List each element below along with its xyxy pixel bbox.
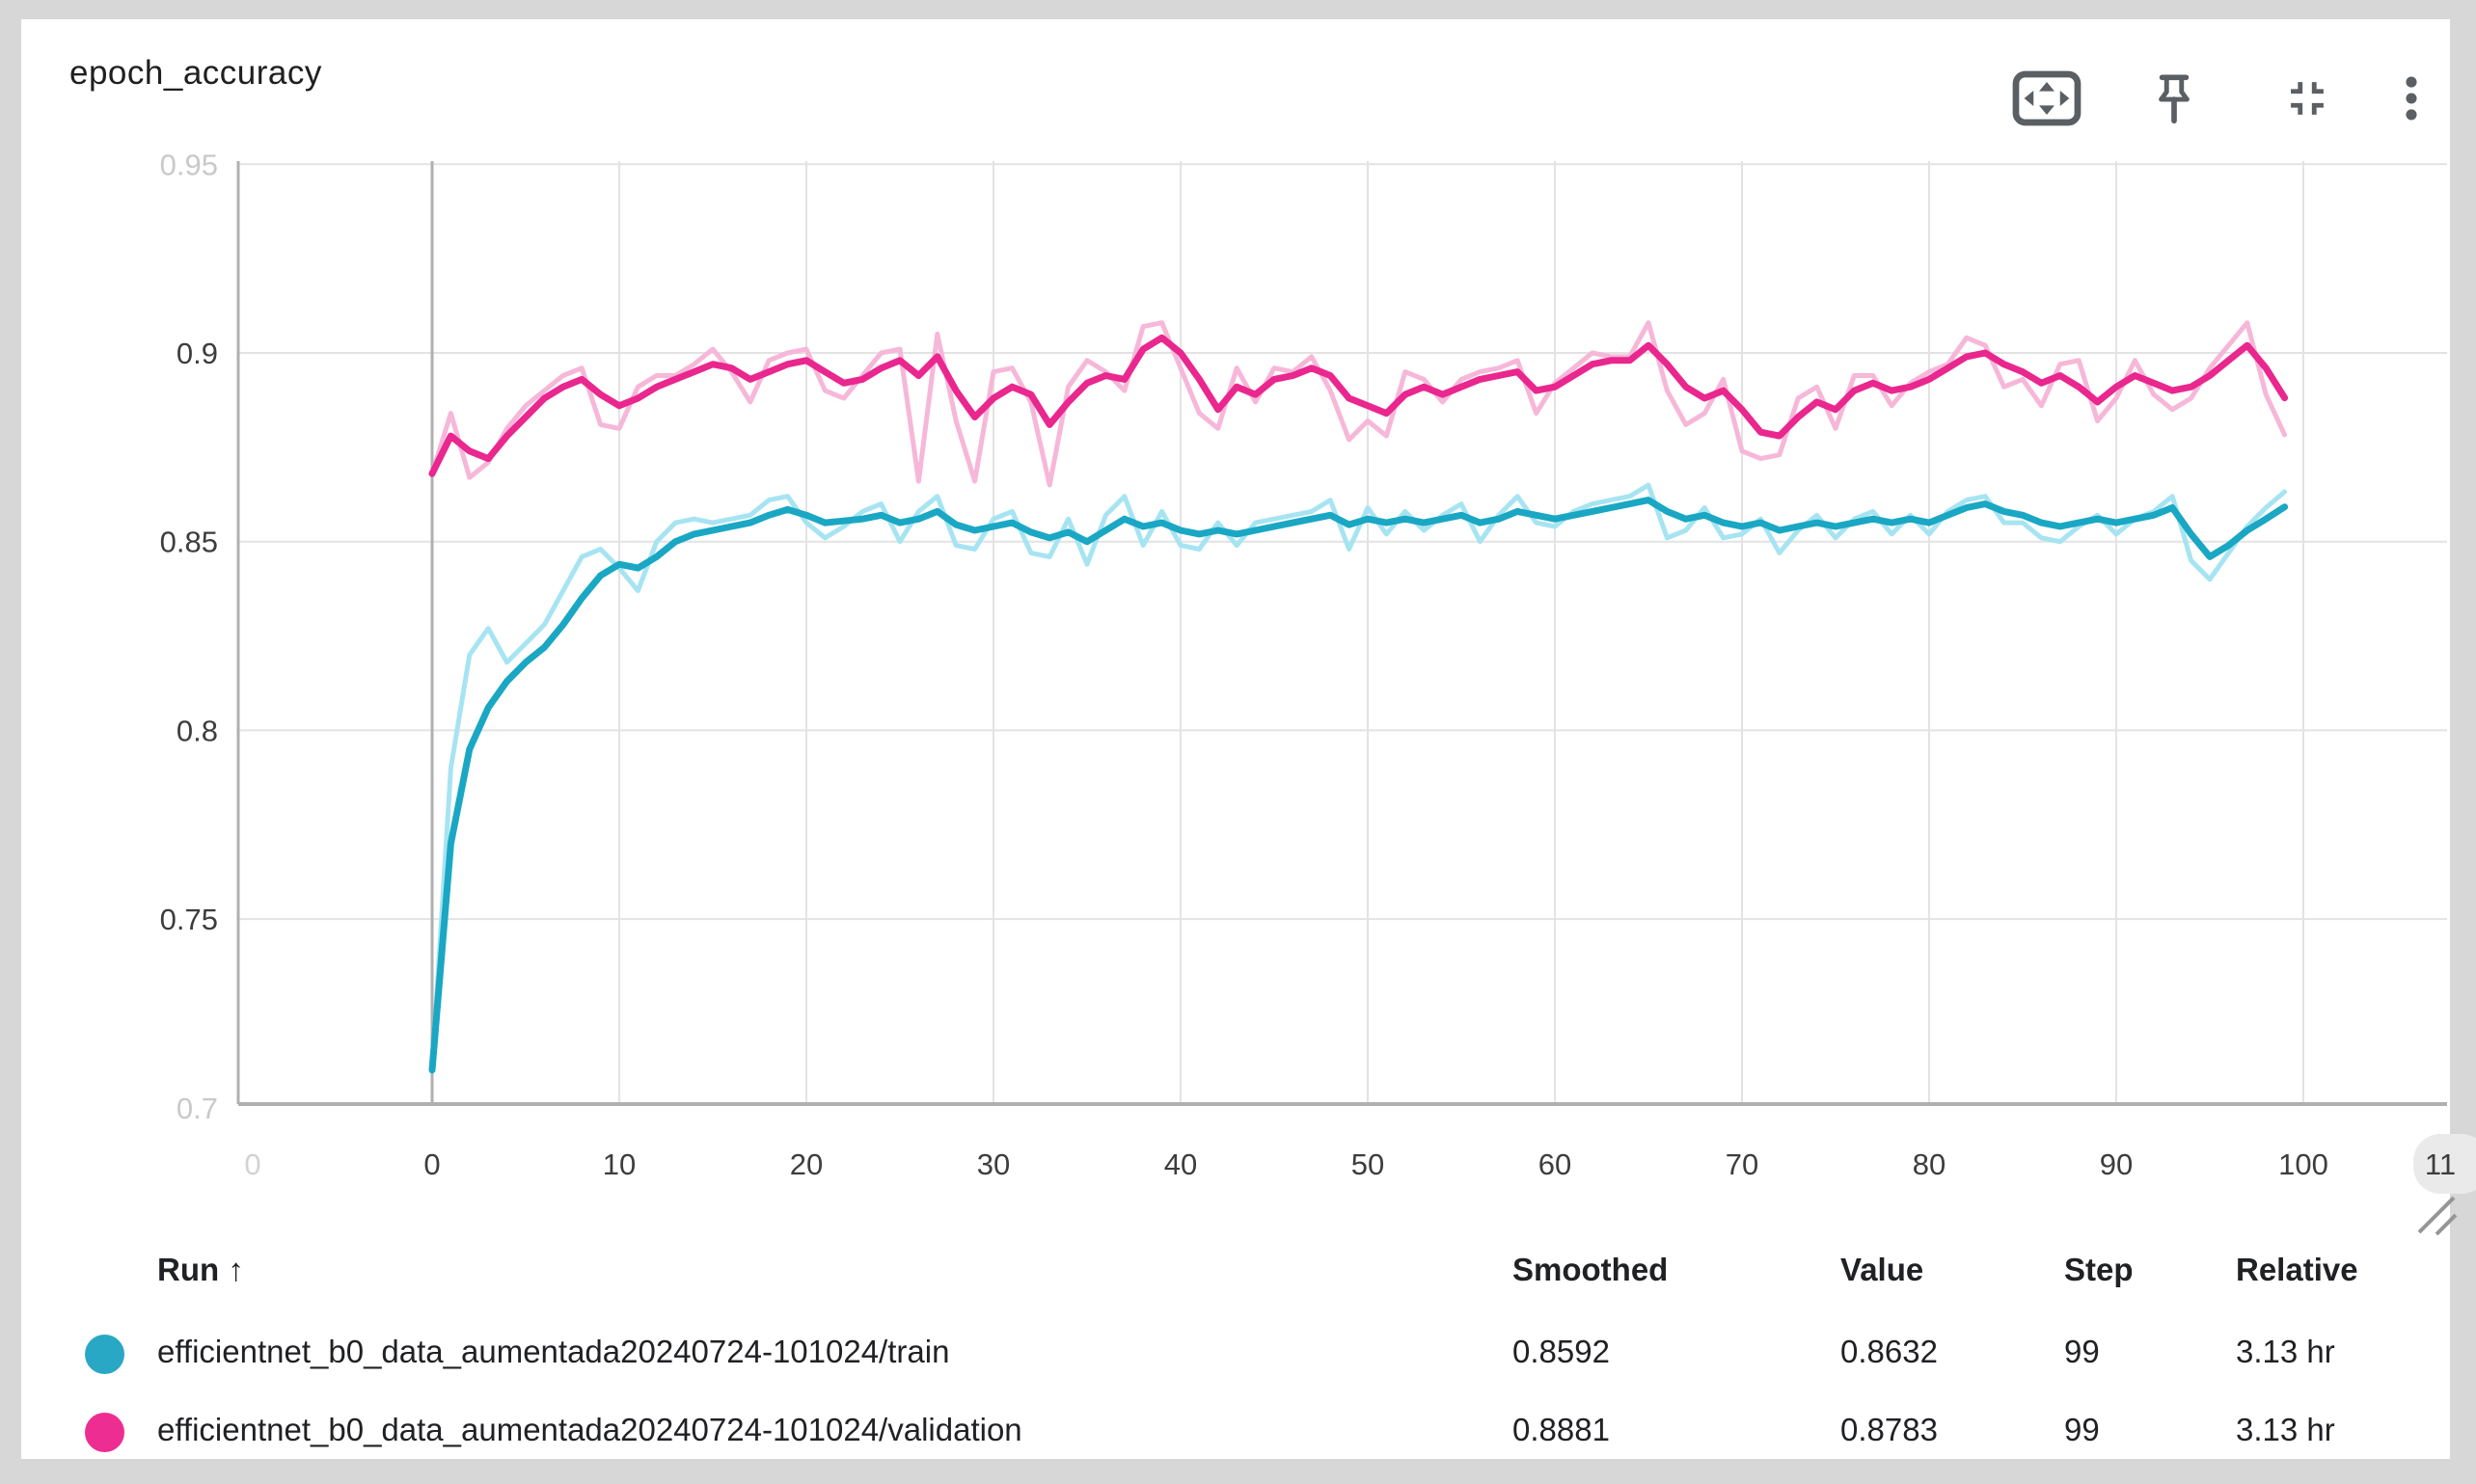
chart-canvas[interactable]: 0.95 0.9 0.85 0.8 0.75 0.7 0 10 20 30 40 50 60 70 80 90… xyxy=(0,145,2476,1249)
x-edge-label-left: 0 xyxy=(244,1147,260,1181)
run-step: 99 xyxy=(2064,1412,2100,1447)
run-smoothed-value: 0.8881 xyxy=(1512,1412,1610,1447)
column-header-step[interactable]: Step xyxy=(2064,1252,2134,1287)
x-tick-label: 10 xyxy=(603,1147,636,1181)
legend-header-row: Run ↑ Smoothed Value Step Relative xyxy=(0,1252,2476,1294)
run-smoothed-value: 0.8592 xyxy=(1512,1334,1610,1369)
x-tick-label: 40 xyxy=(1164,1147,1197,1181)
x-tick-label: 90 xyxy=(2100,1147,2133,1181)
collapse-button[interactable] xyxy=(2269,62,2346,135)
x-tick-label: 20 xyxy=(790,1147,823,1181)
fit-to-screen-button[interactable] xyxy=(2008,62,2085,135)
y-tick-label: 0.85 xyxy=(160,526,218,559)
x-edge-label-pill xyxy=(2413,1134,2476,1194)
resize-grip xyxy=(2435,1213,2458,1236)
fit-to-screen-icon xyxy=(2009,67,2084,129)
y-tick-label: 0.9 xyxy=(177,337,218,370)
run-color-dot xyxy=(85,1335,124,1374)
pin-icon xyxy=(2144,68,2204,128)
run-color-dot xyxy=(85,1413,124,1452)
column-header-run[interactable]: Run ↑ xyxy=(157,1252,244,1287)
x-tick-label: 100 xyxy=(2278,1147,2328,1181)
chart-title: epoch_accuracy xyxy=(69,54,322,92)
x-edge-label-right: 11 xyxy=(2425,1147,2456,1181)
x-tick-label: 50 xyxy=(1351,1147,1384,1181)
run-value: 0.8783 xyxy=(1840,1412,1938,1447)
run-step: 99 xyxy=(2064,1334,2100,1369)
resize-grip xyxy=(2417,1196,2456,1234)
y-tick-label: 0.8 xyxy=(177,714,218,747)
legend-row-train[interactable]: efficientnet_b0_data_aumentada20240724-1… xyxy=(0,1334,2476,1376)
series-train-smoothed xyxy=(428,497,2289,1074)
legend-row-validation[interactable]: efficientnet_b0_data_aumentada20240724-1… xyxy=(0,1412,2476,1454)
x-tick-label: 30 xyxy=(977,1147,1010,1181)
y-tick-label: 0.95 xyxy=(160,148,218,181)
run-relative-time: 3.13 hr xyxy=(2236,1412,2335,1447)
pin-button[interactable] xyxy=(2136,62,2213,135)
x-tick-label: 70 xyxy=(1726,1147,1758,1181)
y-tick-label: 0.7 xyxy=(177,1092,218,1125)
column-header-value[interactable]: Value xyxy=(1840,1252,1924,1287)
run-value: 0.8632 xyxy=(1840,1334,1938,1369)
more-options-button[interactable] xyxy=(2373,62,2450,135)
x-tick-label: 0 xyxy=(423,1147,440,1181)
x-tick-label: 60 xyxy=(1538,1147,1571,1181)
x-tick-label: 80 xyxy=(1913,1147,1945,1181)
series-validation-raw xyxy=(429,320,2288,488)
column-header-smoothed[interactable]: Smoothed xyxy=(1512,1252,1669,1287)
run-name: efficientnet_b0_data_aumentada20240724-1… xyxy=(157,1334,950,1369)
collapse-icon xyxy=(2279,70,2335,126)
run-relative-time: 3.13 hr xyxy=(2236,1334,2335,1369)
series-train-raw xyxy=(429,482,2288,1073)
kebab-menu-icon xyxy=(2383,70,2439,126)
column-header-relative[interactable]: Relative xyxy=(2236,1252,2358,1287)
run-name: efficientnet_b0_data_aumentada20240724-1… xyxy=(157,1412,1022,1447)
series-validation-smoothed xyxy=(428,334,2289,477)
scalar-card: epoch_accuracy xyxy=(21,19,2450,1459)
y-tick-label: 0.75 xyxy=(160,903,218,936)
